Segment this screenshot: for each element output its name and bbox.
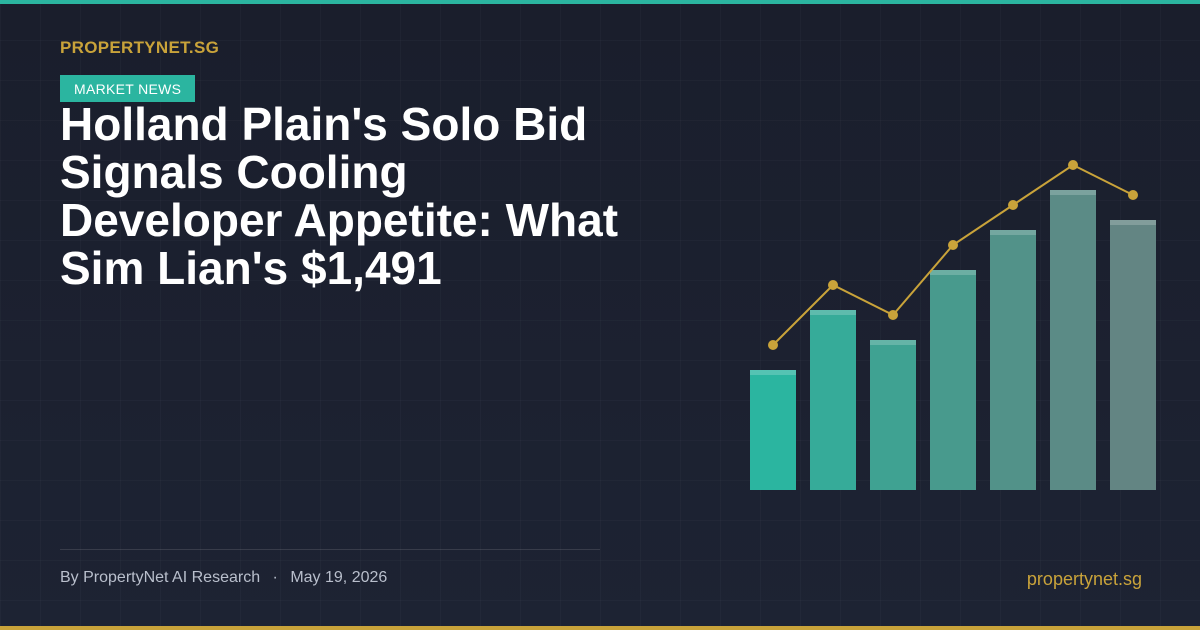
- tag: MARKET NEWS: [60, 75, 196, 102]
- date: May 19, 2026: [290, 569, 388, 586]
- bars: [750, 190, 1156, 490]
- top-bar: [0, 0, 1200, 4]
- byline: By PropertyNet AI Research · May 19, 202…: [60, 569, 395, 587]
- separator: ·: [272, 569, 278, 586]
- headline: Holland Plain's Solo Bid Signals Cooling…: [60, 98, 619, 294]
- bar-caps: [750, 190, 1156, 375]
- bottom-bar: [0, 626, 1200, 630]
- trend-points: [768, 160, 1138, 350]
- brand: PROPERTYNET.SG: [60, 38, 220, 57]
- bar: [810, 310, 856, 490]
- bar: [1050, 190, 1096, 490]
- author: By PropertyNet AI Research: [60, 569, 261, 586]
- site-link: propertynet.sg: [1026, 569, 1142, 589]
- bar: [750, 370, 796, 490]
- divider: [60, 549, 600, 550]
- bar: [930, 270, 976, 490]
- bar: [870, 340, 916, 490]
- bar: [990, 230, 1036, 490]
- bar: [1110, 220, 1156, 490]
